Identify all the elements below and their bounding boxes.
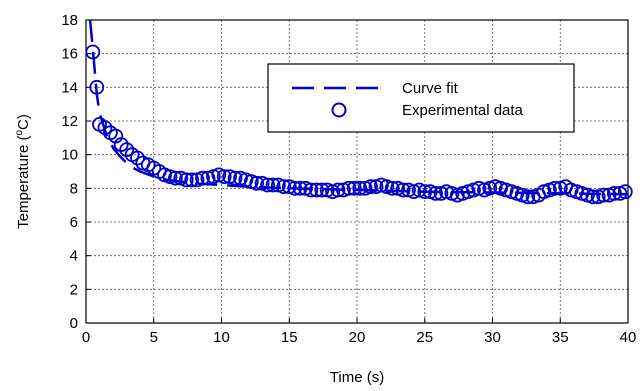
experimental-data-point: [330, 182, 346, 198]
experimental-data-point: [89, 79, 105, 95]
y-tick-label: 14: [61, 79, 78, 96]
y-tick-label: 10: [61, 147, 78, 164]
experimental-data-point: [130, 150, 145, 166]
experimental-data-point: [178, 172, 194, 188]
legend-box: [267, 63, 575, 133]
y-tick-label: 0: [70, 315, 78, 332]
experimental-data-point: [395, 182, 411, 198]
x-axis-label: Time (s): [330, 369, 384, 386]
x-tick-label: 10: [213, 329, 230, 346]
experimental-data-point: [249, 175, 265, 191]
experimental-data-point: [276, 179, 292, 195]
series-layer: [85, 19, 633, 205]
x-tick-label: 5: [150, 329, 158, 346]
experimental-data-point: [227, 170, 243, 186]
legend: Curve fit Experimental data: [267, 63, 575, 133]
x-tick-label: 15: [281, 329, 298, 346]
y-axis-label-unit: C): [15, 114, 32, 130]
experimental-data-point: [85, 44, 101, 60]
y-tick-label: 12: [61, 113, 78, 130]
x-tick-label: 20: [349, 329, 366, 346]
y-tick-label: 6: [70, 214, 78, 231]
x-tick-label: 25: [416, 329, 433, 346]
experimental-data-point: [417, 184, 433, 200]
experimental-data-point: [314, 182, 330, 198]
y-tick-label: 18: [61, 12, 78, 29]
experimental-data-point: [308, 182, 324, 198]
y-axis-label-superscript: o: [14, 130, 25, 136]
experimental-data-point: [363, 179, 379, 195]
y-tick-label: 2: [70, 281, 78, 298]
experimental-data-point: [119, 142, 135, 158]
experimental-data-point: [384, 180, 400, 196]
experimental-data-point: [260, 177, 276, 193]
x-tick-label: 0: [82, 329, 90, 346]
y-tick-label: 4: [70, 248, 78, 265]
experimental-data-point: [167, 170, 183, 186]
experimental-data-point: [596, 187, 611, 203]
experimental-data-point: [303, 182, 319, 198]
y-axis-label: Temperature (oC): [14, 114, 32, 229]
x-tick-label: 35: [552, 329, 569, 346]
experimental-data-point: [346, 180, 362, 196]
legend-experimental-marker: [331, 102, 347, 118]
y-tick-label: 8: [70, 180, 78, 197]
experimental-data-point: [265, 177, 281, 193]
experimental-data-point: [287, 180, 303, 196]
experimental-data-point: [585, 189, 601, 205]
grid-lines: [86, 20, 628, 323]
x-tick-label: 40: [620, 329, 637, 346]
experimental-data-point: [428, 185, 444, 201]
experimental-data-point: [607, 185, 622, 201]
experimental-data-point: [292, 180, 308, 196]
axis-ticks: 0 5 10 15 20 25 30 35 40 0 2 4 6 8 10 12 14 16 18: [61, 12, 636, 346]
legend-experimental-label: Experimental data: [402, 102, 524, 119]
experimental-data-point: [216, 169, 232, 185]
y-tick-label: 16: [61, 46, 78, 63]
experimental-data-point: [341, 180, 357, 196]
experimental-data-point: [195, 170, 210, 186]
experimental-data-point: [184, 172, 200, 188]
experimental-data-point: [617, 184, 633, 200]
experimental-data-point: [520, 189, 536, 205]
x-tick-label: 30: [484, 329, 501, 346]
y-axis-label-main: Temperature (: [15, 136, 32, 229]
experimental-data-point: [97, 120, 113, 136]
legend-curve-fit-label: Curve fit: [402, 80, 459, 97]
experimental-data-point: [352, 180, 368, 196]
experimental-data-point: [547, 180, 563, 196]
